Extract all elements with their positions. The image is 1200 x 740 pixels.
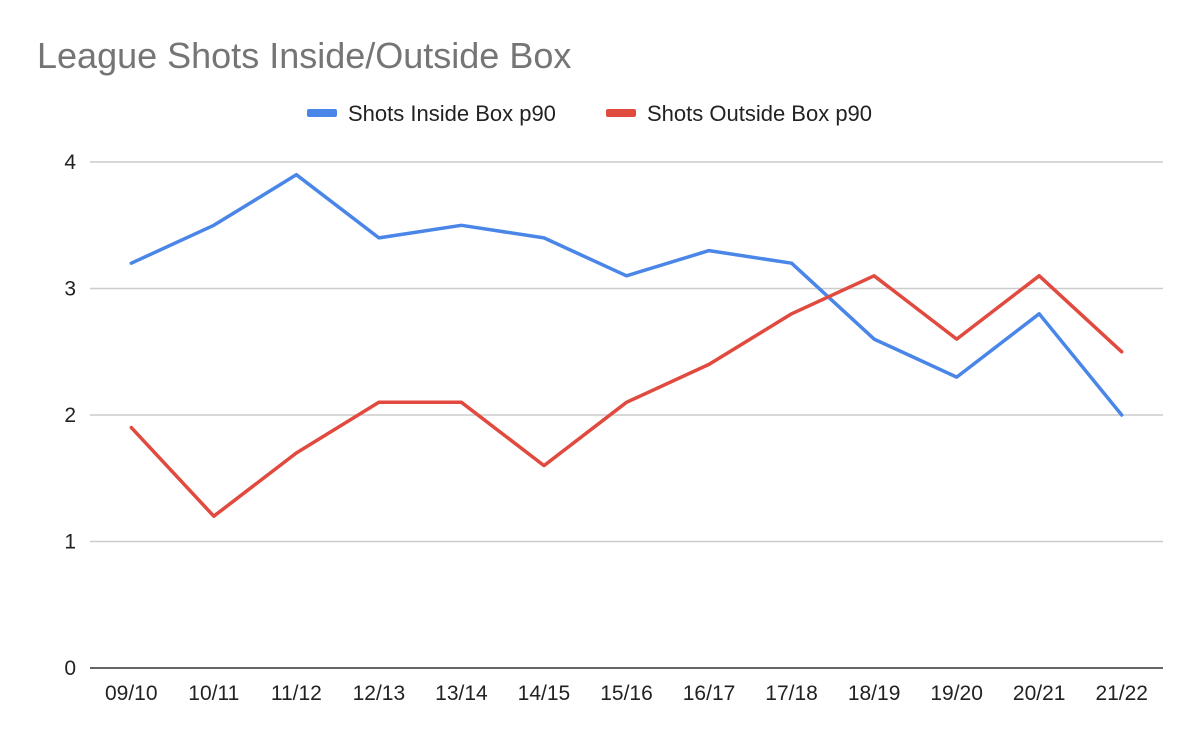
x-tick-label: 14/15: [518, 682, 571, 705]
chart-title: League Shots Inside/Outside Box: [37, 35, 571, 76]
x-tick-label: 19/20: [930, 682, 983, 705]
y-tick-label: 4: [64, 151, 76, 174]
legend-label-inside: Shots Inside Box p90: [348, 101, 556, 126]
gridlines: [90, 161, 1163, 669]
x-tick-label: 18/19: [848, 682, 901, 705]
legend-label-outside: Shots Outside Box p90: [647, 101, 872, 126]
y-tick-label: 2: [64, 404, 76, 427]
x-tick-label: 10/11: [188, 682, 239, 705]
legend-item-outside[interactable]: Shots Outside Box p90: [606, 101, 872, 126]
y-axis-ticks: 0 1 2 3 4: [64, 151, 76, 680]
x-tick-label: 13/14: [435, 682, 488, 705]
legend: Shots Inside Box p90 Shots Outside Box p…: [307, 101, 872, 126]
x-tick-label: 09/10: [105, 682, 158, 705]
y-tick-label: 1: [64, 531, 76, 554]
x-tick-label: 15/16: [600, 682, 653, 705]
series-line-1[interactable]: [129, 274, 1124, 518]
legend-item-inside[interactable]: Shots Inside Box p90: [307, 101, 556, 126]
y-tick-label: 0: [64, 657, 76, 680]
x-tick-label: 16/17: [683, 682, 736, 705]
y-tick-label: 3: [64, 278, 76, 301]
series-line-0[interactable]: [129, 172, 1124, 417]
series-lines: [129, 172, 1124, 518]
x-tick-label: 20/21: [1013, 682, 1066, 705]
x-axis-ticks: 09/10 10/11 11/12 12/13 13/14 14/15 15/16 16/17…: [105, 682, 1148, 705]
legend-swatch-inside: [307, 109, 337, 117]
x-tick-label: 11/12: [271, 682, 322, 705]
x-tick-label: 21/22: [1095, 682, 1148, 705]
x-tick-label: 12/13: [353, 682, 406, 705]
x-tick-label: 17/18: [765, 682, 818, 705]
legend-swatch-outside: [606, 109, 636, 117]
